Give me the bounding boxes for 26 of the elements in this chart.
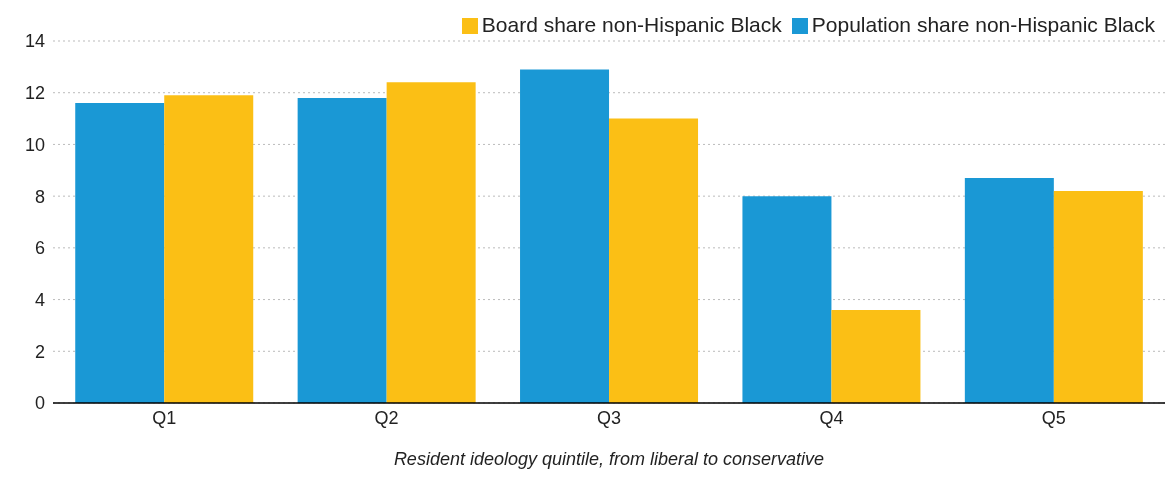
legend-label: Population share non-Hispanic Black bbox=[811, 13, 1155, 36]
bar bbox=[297, 97, 387, 403]
x-tick-label: Q5 bbox=[1041, 407, 1066, 428]
bar bbox=[386, 82, 476, 403]
bar bbox=[1053, 190, 1143, 403]
y-tick-label: 10 bbox=[24, 134, 45, 155]
bar bbox=[75, 103, 165, 403]
bar bbox=[164, 95, 254, 403]
y-tick-label: 0 bbox=[34, 393, 45, 414]
y-tick-label: 4 bbox=[34, 289, 45, 310]
x-tick-label: Q4 bbox=[819, 407, 844, 428]
bar bbox=[520, 69, 610, 403]
y-tick-label: 2 bbox=[34, 341, 45, 362]
y-tick-label: 12 bbox=[24, 83, 45, 104]
bar bbox=[831, 309, 921, 403]
x-tick-label: Q2 bbox=[374, 407, 399, 428]
x-tick-label: Q3 bbox=[596, 407, 622, 428]
y-tick-label: 8 bbox=[34, 186, 45, 207]
x-tick-label: Q1 bbox=[152, 407, 177, 428]
legend-label: Board share non-Hispanic Black bbox=[481, 13, 782, 36]
bar bbox=[964, 178, 1054, 403]
y-tick-label: 6 bbox=[34, 238, 45, 259]
bar bbox=[609, 118, 699, 403]
y-tick-label: 14 bbox=[24, 31, 45, 52]
x-axis-title: Resident ideology quintile, from liberal to conservative bbox=[393, 449, 825, 469]
bar bbox=[742, 196, 832, 403]
